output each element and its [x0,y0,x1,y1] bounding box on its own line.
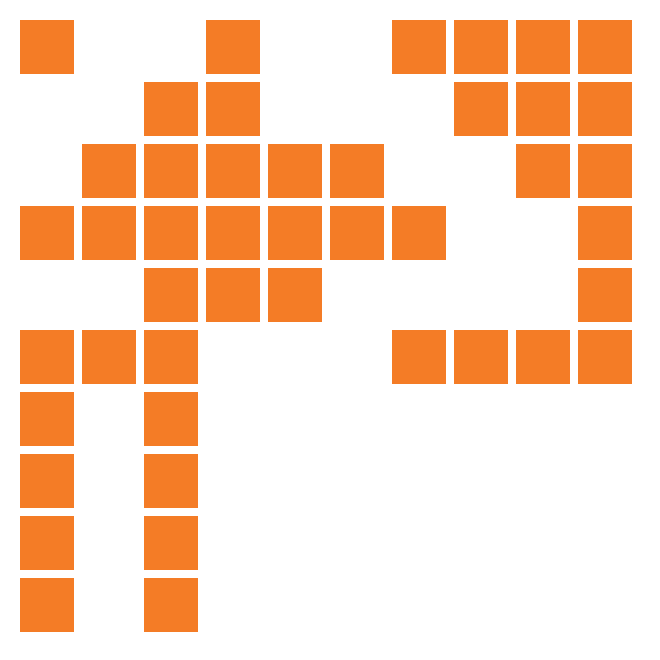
pixel-cell [454,330,508,384]
pixel-cell [268,144,322,198]
pixel-cell [578,20,632,74]
pixel-cell [268,206,322,260]
pixel-grid [0,0,660,660]
pixel-cell [516,330,570,384]
pixel-cell [144,454,198,508]
pixel-cell [578,144,632,198]
pixel-cell [392,206,446,260]
pixel-cell [144,392,198,446]
pixel-cell [330,144,384,198]
pixel-cell [578,330,632,384]
pixel-cell [330,206,384,260]
pixel-cell [144,268,198,322]
pixel-cell [454,20,508,74]
pixel-cell [516,20,570,74]
pixel-cell [144,82,198,136]
pixel-cell [82,330,136,384]
pixel-cell [578,82,632,136]
pixel-cell [454,82,508,136]
pixel-cell [82,206,136,260]
pixel-cell [392,20,446,74]
pixel-cell [20,330,74,384]
pixel-cell [206,20,260,74]
pixel-cell [20,454,74,508]
pixel-cell [20,206,74,260]
pixel-cell [206,206,260,260]
pixel-cell [206,268,260,322]
pixel-cell [144,578,198,632]
pixel-cell [20,516,74,570]
pixel-cell [144,330,198,384]
pixel-cell [268,268,322,322]
pixel-cell [206,144,260,198]
pixel-cell [144,206,198,260]
pixel-cell [516,82,570,136]
pixel-cell [82,144,136,198]
pixel-cell [516,144,570,198]
pixel-cell [20,578,74,632]
pixel-cell [20,392,74,446]
pixel-cell [20,20,74,74]
pixel-cell [144,516,198,570]
pixel-cell [144,144,198,198]
pixel-cell [392,330,446,384]
pixel-cell [206,82,260,136]
pixel-cell [578,268,632,322]
pixel-cell [578,206,632,260]
